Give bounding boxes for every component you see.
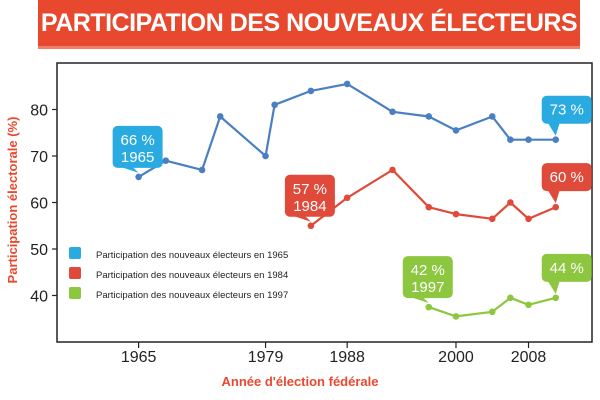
data-point-1965	[488, 113, 496, 120]
callout-box	[112, 125, 163, 168]
chart-title: PARTICIPATION DES NOUVEAUX ÉLECTEURS	[40, 8, 578, 37]
data-point-1965	[525, 136, 532, 144]
data-point-1965	[343, 80, 351, 88]
callout-year: 1965	[121, 149, 154, 166]
callout-pointer	[547, 190, 560, 204]
data-point-1965	[271, 101, 278, 109]
callout-value: 73 %	[550, 102, 584, 119]
x-tick-label: 1988	[329, 349, 365, 366]
y-tick-label: 80	[30, 103, 48, 120]
callout-value: 44 %	[550, 260, 584, 277]
data-point-1965	[135, 173, 142, 181]
data-point-1997	[552, 294, 560, 302]
legend-swatch	[69, 267, 81, 279]
title-banner: PARTICIPATION DES NOUVEAUX ÉLECTEURS	[38, 0, 580, 49]
y-tick-label: 40	[30, 289, 48, 306]
callout-value: 60 %	[550, 169, 584, 186]
data-point-1984	[389, 166, 396, 174]
data-point-1984	[507, 199, 514, 206]
callout-pointer	[292, 215, 311, 222]
legend-swatch	[69, 247, 81, 259]
callout-pointer	[547, 280, 560, 294]
callout-year: 1984	[293, 198, 326, 215]
x-axis-title: Année d'élection fédérale	[222, 374, 379, 389]
y-tick-label: 70	[30, 149, 48, 166]
callout-year: 1997	[411, 279, 444, 296]
x-tick-label: 2008	[511, 349, 547, 366]
data-point-1997	[425, 303, 433, 311]
data-point-1984	[452, 210, 460, 218]
series-line-1997	[428, 296, 556, 318]
data-point-1997	[452, 313, 460, 320]
legend-label: Participation des nouveaux électeurs en …	[96, 290, 288, 301]
callout-box	[402, 256, 453, 299]
data-point-1965	[262, 152, 269, 160]
x-tick-label: 1979	[248, 349, 284, 366]
x-tick-label: 1965	[121, 349, 157, 366]
callout-pointer	[547, 122, 560, 136]
data-point-1984	[425, 203, 433, 211]
callout-box	[284, 174, 335, 217]
callout-box	[541, 163, 592, 192]
y-tick-label: 60	[30, 196, 48, 213]
data-point-1965	[507, 136, 514, 144]
callout-value: 57 %	[293, 181, 327, 198]
callout-pointer	[120, 166, 139, 173]
data-point-1965	[552, 136, 560, 144]
callout-box	[541, 95, 592, 124]
callout-pointer	[410, 297, 429, 304]
legend-label: Participation des nouveaux électeurs en …	[96, 270, 288, 281]
data-point-1997	[525, 301, 532, 309]
data-point-1965	[425, 113, 433, 120]
data-point-1984	[552, 203, 560, 211]
y-axis-title: Participation électorale (%)	[5, 117, 20, 284]
data-point-1997	[488, 308, 496, 316]
y-tick-label: 50	[30, 242, 48, 259]
x-tick-label: 2000	[438, 349, 474, 366]
data-point-1984	[343, 194, 351, 202]
data-point-1965	[162, 157, 170, 164]
data-point-1984	[525, 215, 532, 223]
data-point-1965	[307, 87, 315, 95]
data-point-1965	[389, 108, 396, 116]
data-point-1997	[507, 294, 514, 302]
callout-value: 66 %	[121, 132, 155, 149]
callout-box	[541, 253, 592, 282]
data-point-1984	[488, 215, 496, 223]
legend-swatch	[69, 287, 81, 299]
series-line-1965	[138, 82, 556, 178]
data-point-1965	[452, 127, 460, 134]
legend-label: Participation des nouveaux électeurs en …	[96, 250, 288, 261]
data-point-1965	[198, 166, 206, 174]
data-point-1984	[307, 222, 315, 230]
callout-value: 42 %	[411, 262, 445, 279]
data-point-1965	[216, 113, 224, 120]
